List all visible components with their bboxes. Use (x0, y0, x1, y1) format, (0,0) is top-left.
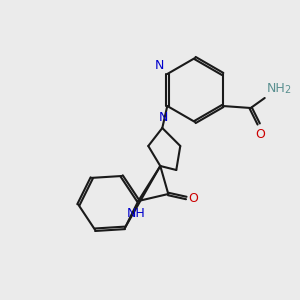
Text: NH: NH (127, 207, 146, 220)
Text: NH: NH (267, 82, 286, 95)
Text: O: O (188, 191, 198, 205)
Text: N: N (159, 111, 168, 124)
Text: 2: 2 (285, 85, 291, 95)
Text: N: N (155, 59, 164, 72)
Text: O: O (255, 128, 265, 141)
